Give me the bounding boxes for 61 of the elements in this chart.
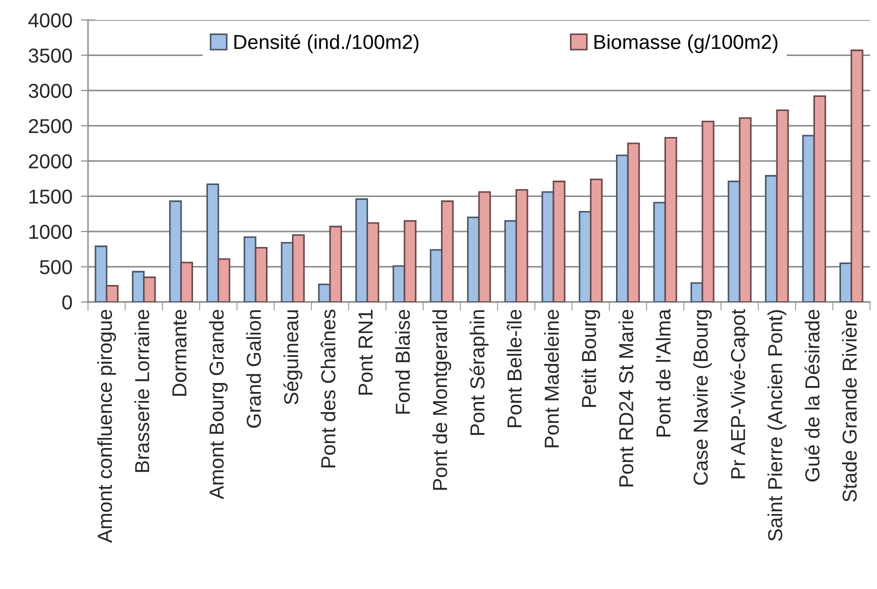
x-tick-label: Case Navire (Bourg — [693, 310, 712, 485]
y-tick-label: 0 — [62, 295, 72, 310]
bar — [552, 180, 566, 302]
legend-label: Biomasse (g/100m2) — [594, 34, 778, 54]
x-tick-label: Pont Belle-île — [506, 310, 522, 428]
x-tick-label: Pont de l'Alma — [656, 308, 671, 437]
y-tick-label: 3000 — [28, 84, 72, 98]
x-tick-label: Amont Bourg Grande — [208, 310, 228, 500]
x-tick-label: Saint Pierre (Ancien Pont) — [768, 310, 786, 541]
y-tick-label: 1500 — [29, 189, 72, 204]
bar — [702, 120, 714, 302]
x-tick-label: Brasserie Lorraine — [134, 310, 150, 472]
y-tick-label: 2500 — [28, 118, 72, 134]
y-tick-label: 3500 — [28, 48, 72, 63]
bar — [813, 95, 826, 302]
x-tick-label: Pont RD24 St Marie — [618, 310, 634, 486]
x-tick-label: Pont Madeleine — [544, 310, 559, 448]
bar — [366, 222, 380, 302]
y-tick-label: 2000 — [28, 154, 72, 168]
bar — [143, 276, 156, 302]
x-tick-label: Pont Séraphin — [469, 310, 489, 435]
x-tick-label: Pont des Chaînes — [320, 310, 336, 468]
bar — [590, 178, 603, 302]
bar — [802, 134, 815, 302]
x-tick-label: Dormante — [172, 310, 186, 396]
bar — [850, 50, 864, 302]
x-tick-label: Gué de la Désirade — [804, 310, 820, 482]
y-tick-label: 1000 — [29, 224, 72, 239]
x-tick-label: Séguineau — [283, 310, 302, 404]
bar — [206, 184, 220, 302]
legend-label: Densité (ind./100m2) — [234, 34, 418, 54]
bar — [329, 226, 342, 302]
y-tick-label: 500 — [40, 260, 72, 274]
bar — [515, 189, 528, 302]
bar — [392, 265, 406, 302]
x-tick-label: Grand Galion — [246, 310, 261, 428]
bar — [244, 236, 256, 302]
bar — [404, 220, 416, 302]
x-tick-label: Petit Bourg — [581, 310, 600, 407]
x-tick-label: Pont de Montgerarld — [432, 310, 452, 490]
bar — [94, 246, 108, 302]
bar — [627, 142, 640, 302]
bar — [254, 246, 268, 302]
bar — [664, 136, 678, 302]
bar — [738, 117, 752, 302]
x-tick-label: Fond Blaise — [395, 310, 410, 414]
bar — [440, 200, 454, 302]
bar — [776, 109, 789, 302]
bar — [292, 234, 305, 302]
bar — [728, 180, 740, 302]
bar — [318, 284, 331, 302]
x-tick-label: Amont confluence pirogue — [97, 310, 116, 543]
bar — [180, 262, 194, 302]
x-tick-label: Stade Grande Rivière — [842, 310, 857, 502]
y-tick-label: 4000 — [28, 13, 72, 28]
bar — [478, 191, 491, 302]
bar — [218, 258, 230, 302]
bar — [169, 200, 182, 302]
x-tick-label: Pont RN1 — [358, 310, 373, 395]
x-tick-label: Pr AEP-Vivé-Capot — [730, 309, 750, 478]
bar — [106, 285, 119, 302]
